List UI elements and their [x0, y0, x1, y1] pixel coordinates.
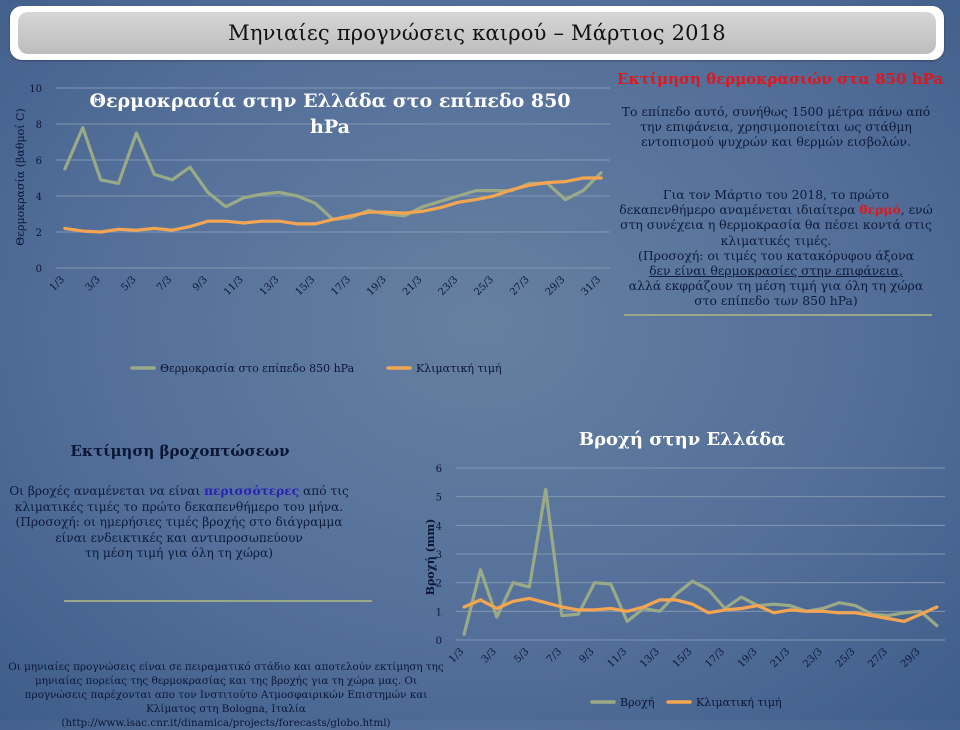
rc-x-tick-label: 3/3	[480, 646, 499, 665]
tc-x-tick-label: 7/3	[155, 274, 174, 293]
tc-legend-label-1: Κλιματική τιμή	[416, 362, 502, 375]
rain-pd: τη μέση τιμή για όλη τη χώρα)	[84, 546, 274, 560]
rc-x-tick-label: 5/3	[512, 646, 531, 665]
tc-x-tick-label: 21/3	[401, 274, 425, 298]
page-title: Μηνιαίες προγνώσεις καιρού – Μάρτιος 201…	[18, 12, 936, 54]
rc-y-tick-label: 3	[436, 550, 442, 561]
tc-climate-line	[63, 176, 603, 234]
temperature-p1: Το επίπεδο αυτό, συνήθως 1500 μέτρα πάνω…	[621, 104, 931, 150]
tc-x-tick-label: 25/3	[472, 274, 496, 298]
rc-x-tick-label: 23/3	[801, 646, 825, 670]
rain-pc: (Προσοχή: οι ημερήσιες τιμές βροχής στο …	[15, 515, 343, 545]
tc-x-tick-label: 29/3	[544, 274, 568, 298]
rc-y-tick-label: 0	[436, 636, 442, 647]
temperature-panel-divider	[624, 314, 932, 316]
tc-x-tick-label: 27/3	[508, 274, 532, 298]
temperature-panel-heading: Εκτίμηση θερμοκρασιών στα 850 hPa	[617, 70, 944, 88]
temperature-chart: 0 2 4 6 8 10 1/3 3/3 5/3 7/3 9/3 11/3 13/3 15/3 17/3 1…	[14, 84, 610, 375]
tc-x-tick-label: 23/3	[437, 274, 461, 298]
rc-x-tick-label: 1/3	[447, 646, 466, 665]
rc-y-tick-label: 5	[436, 493, 442, 504]
tc-y-tick-label: 8	[36, 120, 42, 131]
rc-forecast-line	[462, 487, 939, 636]
tc-x-tick-label: 9/3	[191, 274, 210, 293]
tc-legend-label-0: Θερμοκρασία στο επίπεδο 850 hPa	[160, 362, 355, 375]
tc-x-tick-label: 13/3	[258, 274, 282, 298]
tc-x-tick-label: 1/3	[48, 274, 67, 293]
tc-x-tick-label: 15/3	[294, 274, 318, 298]
rc-y-tick-label: 1	[436, 607, 442, 618]
temperature-panel-paragraph-2: Για τον Μάρτιο του 2018, το πρώτο δεκαπε…	[618, 187, 934, 309]
rc-x-tick-label: 27/3	[866, 646, 890, 670]
rc-x-tick-label: 7/3	[545, 646, 564, 665]
rc-x-tick-label: 19/3	[736, 646, 760, 670]
rc-x-tick-label: 21/3	[769, 646, 793, 670]
temperature-p2b: , ενώ στη συνέχεια η θερμοκρασία θα πέσε…	[620, 202, 933, 248]
rc-climate-line	[462, 596, 939, 623]
rain-more-highlight: περισσότερες	[204, 484, 300, 498]
rain-pa: Οι βροχές αναμένεται να είναι	[9, 484, 205, 498]
tc-y-tick-label: 10	[29, 84, 42, 95]
rain-chart-title: Βροχή στην Ελλάδα	[579, 429, 785, 450]
temperature-warm-highlight: θερμό	[859, 202, 901, 218]
tc-y-tick-label: 6	[36, 156, 42, 167]
rain-chart: Βροχή στην Ελλάδα 0 1 2 3 4 5 6 1/3 3/3 5/3 7/3 9/…	[424, 429, 945, 709]
tc-x-tick-label: 5/3	[119, 274, 138, 293]
rain-pb: από τις κλιματικές τιμές το πρώτο δεκαπε…	[14, 484, 349, 514]
tc-x-tick-label: 3/3	[84, 274, 103, 293]
rain-panel-heading: Εκτίμηση βροχοπτώσεων	[70, 442, 290, 460]
rc-x-tick-label: 29/3	[899, 646, 923, 670]
rc-legend-label-1: Κλιματική τιμή	[696, 696, 782, 709]
tc-forecast-line	[63, 125, 603, 221]
rc-x-tick-label: 11/3	[606, 646, 630, 670]
rain-panel-divider	[64, 600, 372, 602]
tc-y-tick-label: 2	[36, 228, 42, 239]
tc-x-tick-label: 11/3	[222, 274, 246, 298]
rc-y-tick-label: 2	[436, 579, 442, 590]
temperature-p2a: Για τον Μάρτιο του 2018, το πρώτο δεκαπε…	[619, 187, 890, 218]
rc-x-tick-label: 15/3	[671, 646, 695, 670]
rc-y-tick-label: 6	[436, 464, 442, 475]
rain-y-axis-label: Βροχή (mm)	[424, 519, 437, 596]
temperature-p2d: αλλά εκφράζουν τη μέση τιμή για όλη τη χ…	[628, 278, 924, 309]
temperature-y-axis-label: Θερμοκρασία (βαθμοί C)	[14, 108, 27, 245]
tc-x-tick-label: 19/3	[365, 274, 389, 298]
rc-x-tick-label: 17/3	[703, 646, 727, 670]
tc-x-tick-label: 31/3	[580, 274, 604, 298]
rc-x-tick-label: 9/3	[578, 646, 597, 665]
temperature-p2c: (Προσοχή: οι τιμές του κατακόρυφου άξονα	[638, 247, 914, 263]
temperature-panel-paragraph-1: Το επίπεδο αυτό, συνήθως 1500 μέτρα πάνω…	[618, 104, 934, 150]
temperature-p2-underlined: δεν είναι θερμοκρασίες στην επιφάνεια,	[649, 263, 903, 279]
rc-y-tick-label: 4	[436, 521, 442, 532]
title-bar: Μηνιαίες προγνώσεις καιρού – Μάρτιος 201…	[10, 6, 944, 60]
rc-x-tick-label: 13/3	[638, 646, 662, 670]
rain-panel-paragraph: Οι βροχές αναμένεται να είναι περισσότερ…	[6, 484, 352, 562]
temperature-chart-title: Θερμοκρασία στην Ελλάδα στο επίπεδο 850 …	[89, 90, 571, 138]
tc-y-tick-label: 4	[36, 192, 42, 203]
tc-y-tick-label: 0	[36, 264, 42, 275]
rc-x-tick-label: 25/3	[834, 646, 858, 670]
rc-legend-label-0: Βροχή	[620, 696, 654, 709]
tc-x-tick-label: 17/3	[329, 274, 353, 298]
